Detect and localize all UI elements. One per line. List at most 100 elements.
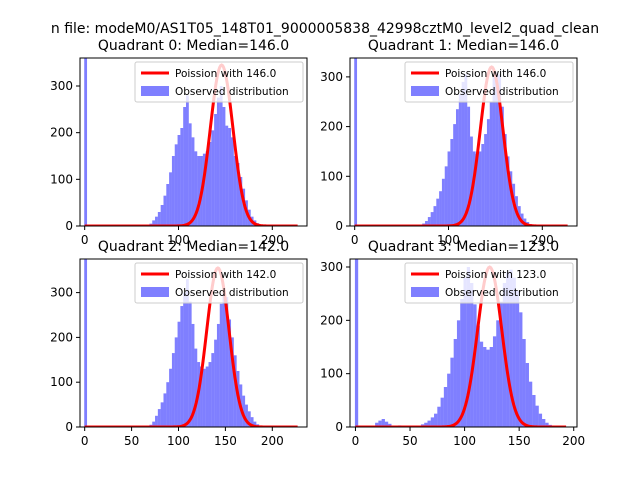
- hist-bar: [211, 130, 215, 226]
- legend-label-poisson: Poission with 142.0: [175, 269, 276, 281]
- hist-bar: [427, 217, 431, 226]
- hist-bar: [470, 283, 474, 427]
- hist-bar: [177, 321, 181, 427]
- y-tick-label: 100: [50, 172, 73, 186]
- y-tick-label: 100: [50, 375, 73, 389]
- hist-bar: [171, 156, 175, 226]
- hist-bar: [499, 301, 503, 427]
- y-tick-label: 300: [50, 286, 73, 300]
- hist-bar: [354, 259, 359, 427]
- legend-label-poisson: Poission with 123.0: [445, 269, 546, 281]
- x-tick-label: 100: [437, 233, 460, 247]
- hist-bar: [219, 303, 223, 427]
- hist-bar: [216, 323, 220, 427]
- hist-bar: [424, 422, 428, 427]
- legend-box: [404, 262, 574, 304]
- hist-bar: [183, 292, 186, 427]
- hist-bar: [231, 337, 234, 427]
- hist-bar: [183, 107, 186, 226]
- hist-bar: [180, 128, 184, 226]
- y-tick-label: 100: [320, 169, 343, 183]
- hist-bar: [242, 395, 246, 427]
- subplot-title: Quadrant 3: Median=123.0: [368, 239, 559, 255]
- hist-bar: [163, 393, 167, 427]
- hist-bar: [174, 337, 178, 427]
- hist-bar: [425, 221, 428, 226]
- hist-bar: [489, 101, 493, 226]
- hist-bar: [475, 153, 479, 226]
- hist-bar: [160, 205, 164, 226]
- hist-bar: [191, 323, 195, 427]
- hist-bar: [222, 292, 226, 427]
- hist-bar: [174, 144, 178, 226]
- hist-bar: [171, 353, 175, 427]
- subplot-title: Quadrant 0: Median=146.0: [98, 38, 289, 54]
- x-tick-label: 0: [81, 233, 89, 247]
- hist-bar: [501, 106, 504, 226]
- hist-bar: [194, 348, 198, 427]
- hist-bar: [515, 291, 520, 427]
- hist-bar: [197, 156, 201, 226]
- subplot-title: Quadrant 2: Median=142.0: [98, 239, 289, 255]
- x-tick-label: 0: [81, 434, 89, 448]
- hist-bar: [205, 151, 209, 226]
- hist-bar: [503, 134, 507, 226]
- y-tick-label: 300: [320, 260, 343, 274]
- hist-bar: [492, 76, 496, 226]
- y-tick-label: 200: [320, 120, 343, 134]
- hist-bar: [430, 417, 435, 427]
- x-tick-label: 50: [124, 434, 139, 448]
- hist-bar: [525, 363, 529, 427]
- hist-bar: [522, 339, 526, 427]
- hist-bar: [450, 139, 454, 226]
- hist-bar: [456, 320, 461, 427]
- x-tick-label: 100: [167, 233, 190, 247]
- hist-bar: [433, 206, 437, 226]
- subplot-quadrant-1: 0 100 200 0 100 200 300 Quadrant 1: Median=146.…: [320, 38, 578, 247]
- hist-bar: [157, 409, 161, 427]
- hist-bar: [470, 136, 473, 226]
- hist-bar: [231, 137, 234, 226]
- legend-patch-swatch: [141, 287, 169, 297]
- hist-bar: [440, 397, 444, 427]
- hist-bar: [188, 301, 192, 427]
- legend-box: [404, 61, 574, 103]
- legend-label-observed: Observed distribution: [175, 86, 289, 98]
- hist-bar: [476, 325, 480, 427]
- hist-bar: [84, 259, 88, 427]
- hist-bar: [450, 357, 454, 427]
- y-tick-label: 0: [65, 420, 73, 434]
- hist-bar: [458, 94, 462, 226]
- hist-bar: [233, 156, 237, 226]
- hist-bar: [439, 191, 442, 226]
- legend-label-observed: Observed distribution: [175, 287, 289, 299]
- hist-bar: [444, 166, 448, 226]
- hist-bar: [447, 151, 451, 226]
- hist-bar: [169, 172, 172, 226]
- hist-bar: [205, 366, 209, 427]
- x-tick-label: 50: [402, 434, 417, 448]
- hist-bar: [455, 109, 459, 226]
- hist-bar: [437, 406, 441, 427]
- hist-bar: [177, 135, 181, 226]
- x-tick-label: 200: [562, 434, 585, 448]
- subplot-title: Quadrant 1: Median=146.0: [368, 38, 559, 54]
- hist-bar: [250, 417, 254, 427]
- hist-bar: [166, 184, 170, 226]
- x-tick-label: 0: [352, 434, 360, 448]
- hist-bar: [155, 216, 158, 226]
- hist-bar: [152, 220, 156, 226]
- hist-bar: [239, 177, 243, 226]
- hist-bar: [202, 368, 206, 427]
- hist-bar: [484, 134, 487, 226]
- plot-area: [354, 58, 568, 226]
- hist-bar: [200, 366, 203, 427]
- hist-bar: [538, 413, 543, 427]
- hist-bar: [506, 156, 510, 226]
- hist-bar: [160, 402, 164, 427]
- hist-bar: [528, 381, 533, 427]
- legend-patch-swatch: [411, 86, 439, 96]
- y-tick-label: 0: [335, 420, 343, 434]
- hist-bar: [219, 86, 223, 226]
- x-tick-label: 150: [214, 434, 237, 448]
